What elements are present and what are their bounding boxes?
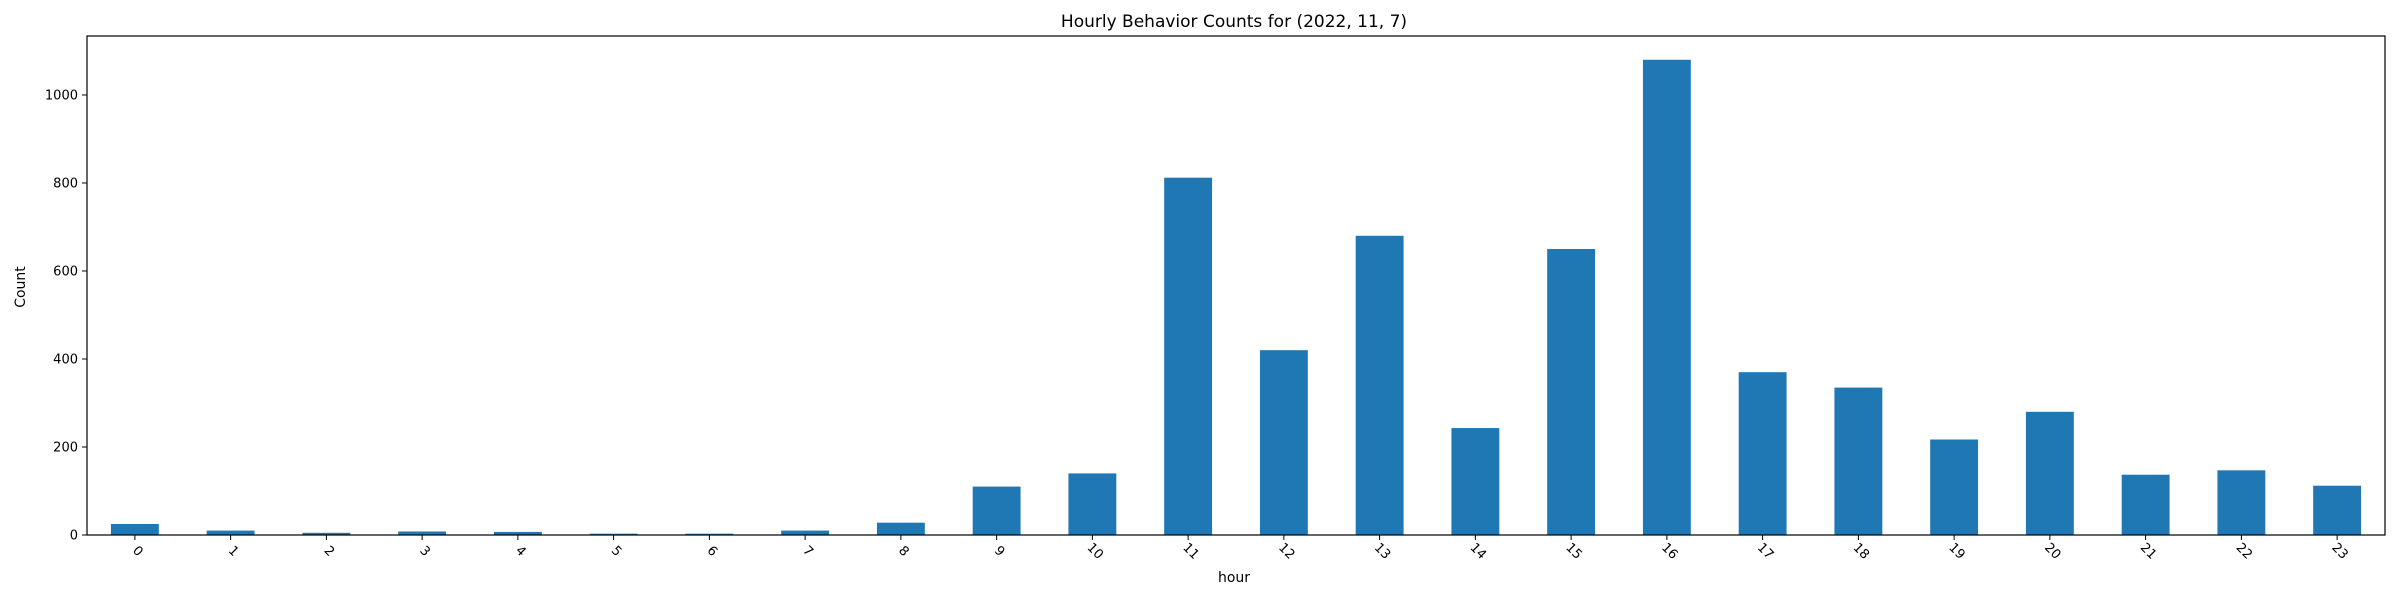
y-tick-label: 600 [53, 264, 78, 279]
bar-hour-0 [110, 524, 159, 535]
x-tick-label: 9 [991, 543, 1007, 559]
bar-hour-8 [876, 522, 925, 535]
x-tick-label: 12 [1275, 540, 1297, 562]
x-tick-label: 0 [129, 543, 145, 559]
x-tick-label: 8 [895, 543, 911, 559]
bars-group [110, 59, 2362, 536]
bar-hour-23 [2313, 485, 2362, 535]
x-tick-label: 13 [1371, 540, 1393, 562]
x-tick-label: 2 [321, 543, 337, 559]
bar-hour-9 [972, 486, 1021, 535]
x-tick-label: 19 [1945, 540, 1967, 562]
bar-hour-19 [1930, 439, 1979, 535]
x-tick-label: 14 [1467, 540, 1489, 562]
y-tick-label: 1000 [45, 88, 78, 103]
bar-hour-16 [1642, 59, 1691, 535]
x-tick-label: 21 [2137, 540, 2159, 562]
bar-hour-1 [206, 530, 255, 535]
x-tick-label: 7 [799, 543, 815, 559]
bar-hour-6 [685, 533, 734, 535]
x-tick-label: 6 [704, 543, 720, 559]
bar-hour-7 [781, 530, 830, 535]
bar-hour-13 [1355, 235, 1404, 535]
x-tick-label: 20 [2041, 540, 2063, 562]
bar-hour-20 [2025, 411, 2074, 535]
y-tick-label: 200 [53, 440, 78, 455]
y-axis-ticks: 0 200 400 600 800 1000 [45, 88, 87, 544]
bar-hour-11 [1164, 177, 1213, 535]
bar-hour-18 [1834, 387, 1883, 535]
chart-title: Hourly Behavior Counts for (2022, 11, 7) [1061, 12, 1407, 32]
bar-hour-4 [493, 531, 542, 535]
x-tick-label: 4 [512, 543, 528, 559]
bar-hour-21 [2121, 474, 2170, 535]
x-tick-label: 16 [1658, 540, 1680, 562]
x-axis-label: hour [1218, 570, 1250, 586]
y-tick-label: 800 [53, 176, 78, 191]
bar-hour-5 [589, 533, 638, 535]
x-tick-label: 11 [1179, 540, 1201, 562]
bar-hour-3 [398, 531, 447, 535]
x-tick-label: 15 [1562, 540, 1584, 562]
plot-frame [86, 35, 2386, 536]
bar-hour-17 [1738, 372, 1787, 535]
bar-hour-10 [1068, 473, 1117, 535]
bar-hour-12 [1259, 350, 1308, 535]
bar-hour-2 [302, 532, 351, 535]
bar-hour-22 [2217, 470, 2266, 535]
x-tick-label: 18 [1850, 540, 1872, 562]
y-tick-label: 0 [70, 529, 78, 544]
x-tick-label: 3 [416, 543, 432, 559]
x-tick-label: 17 [1754, 540, 1776, 562]
bar-hour-15 [1547, 248, 1596, 536]
x-tick-label: 10 [1084, 540, 1106, 562]
x-tick-label: 22 [2233, 540, 2255, 562]
x-tick-label: 5 [608, 543, 624, 559]
x-axis-ticks: 0 1 2 3 4 5 6 7 8 9 10 11 12 13 14 15 16 17 18 19 20 21 22 23 [129, 535, 2351, 563]
bar-hour-14 [1451, 428, 1500, 535]
x-tick-label: 1 [225, 543, 241, 559]
y-tick-label: 400 [53, 352, 78, 367]
x-tick-label: 23 [2328, 540, 2350, 562]
y-axis-label: Count [13, 266, 29, 308]
